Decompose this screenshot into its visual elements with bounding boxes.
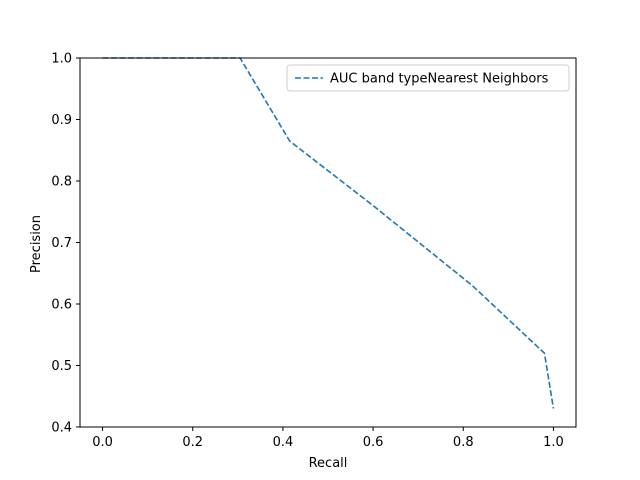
y-tick-label: 0.8 (51, 175, 72, 190)
x-axis-label: Recall (309, 456, 348, 471)
x-tick-label: 0.4 (273, 435, 294, 450)
y-tick-label: 0.6 (51, 298, 72, 313)
x-tick-label: 0.8 (453, 435, 474, 450)
y-tick-label: 0.4 (51, 421, 72, 436)
x-tick-label: 1.0 (543, 435, 564, 450)
x-tick-label: 0.0 (92, 435, 113, 450)
legend: AUC band typeNearest Neighbors (286, 64, 570, 92)
x-tick-label: 0.2 (182, 435, 203, 450)
legend-label: AUC band typeNearest Neighbors (330, 72, 549, 87)
y-tick-label: 0.5 (51, 359, 72, 374)
x-tick-label: 0.6 (363, 435, 384, 450)
y-tick-label: 0.9 (51, 113, 72, 128)
legend-box (286, 64, 570, 92)
y-axis-label: Precision (29, 215, 44, 273)
axis-ticks: 0.0 0.2 0.4 0.6 0.8 1.0 0.4 0.5 0.6 0.7 0.8 0.9 1.0 (51, 52, 563, 451)
y-tick-label: 0.7 (51, 236, 72, 251)
y-tick-label: 1.0 (51, 52, 72, 67)
